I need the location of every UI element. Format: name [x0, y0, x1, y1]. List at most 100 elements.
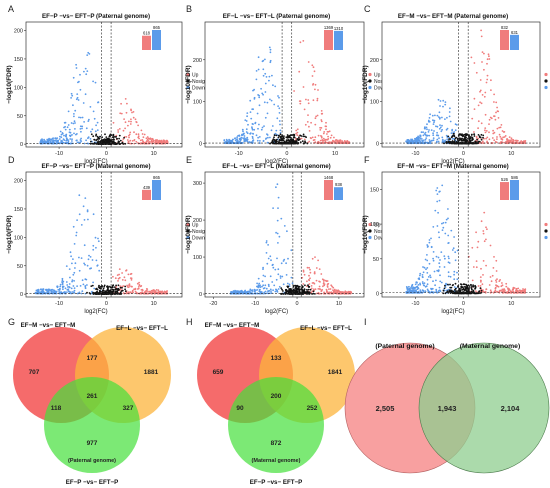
- point-up: [502, 136, 505, 139]
- point-nosig: [299, 141, 302, 144]
- point-up: [129, 142, 131, 145]
- point-up: [493, 256, 495, 258]
- point-up: [324, 279, 327, 282]
- point-up: [471, 117, 474, 120]
- point-down: [95, 246, 97, 249]
- point-down: [453, 286, 456, 288]
- point-up: [312, 99, 315, 102]
- point-nosig: [122, 143, 125, 145]
- point-nosig: [280, 287, 283, 289]
- venn-count-only-set2: 1841: [328, 369, 343, 376]
- volcano-panel-c: C EF−M −vs− EFT−M (Paternal genome) -10 0 10…: [362, 4, 548, 165]
- point-down: [275, 186, 277, 189]
- point-up: [325, 288, 328, 291]
- point-down: [68, 283, 71, 285]
- venn-count-only-set1: 659: [213, 369, 224, 376]
- point-down: [447, 288, 450, 291]
- point-down: [264, 58, 266, 61]
- point-up: [314, 136, 317, 139]
- point-nosig: [471, 285, 473, 288]
- point-down: [242, 132, 245, 135]
- point-down: [234, 137, 236, 140]
- point-nosig: [453, 141, 456, 144]
- point-down: [437, 211, 439, 214]
- y-tick-label: 50: [17, 264, 23, 270]
- point-down: [276, 291, 279, 293]
- point-down: [411, 138, 414, 141]
- point-down: [432, 132, 434, 135]
- point-down: [442, 226, 445, 229]
- point-up: [321, 139, 324, 141]
- point-up: [135, 133, 138, 136]
- point-down: [410, 285, 413, 288]
- point-up: [122, 285, 125, 287]
- point-up: [496, 138, 498, 141]
- point-down: [87, 136, 90, 139]
- point-down: [270, 259, 272, 262]
- point-nosig: [98, 289, 101, 292]
- point-up: [485, 81, 488, 84]
- point-down: [417, 287, 420, 290]
- point-up: [118, 276, 121, 279]
- point-up: [140, 129, 143, 132]
- point-up: [114, 277, 117, 280]
- point-up: [139, 139, 142, 142]
- point-up: [133, 139, 136, 141]
- point-down: [91, 259, 94, 261]
- point-down: [456, 249, 459, 252]
- point-nosig: [462, 139, 464, 142]
- inset-bar-label: 586: [511, 175, 519, 180]
- point-up: [471, 246, 474, 249]
- point-up: [124, 98, 127, 100]
- point-nosig: [283, 137, 285, 140]
- inset-bar: [324, 180, 333, 200]
- point-down: [59, 285, 62, 288]
- point-down: [436, 269, 439, 272]
- point-down: [72, 225, 75, 228]
- venn-count-paternal-only: 2,505: [376, 404, 395, 413]
- point-down: [87, 218, 89, 221]
- point-down: [433, 119, 436, 122]
- point-up: [326, 130, 329, 133]
- y-tick-label: 0: [199, 292, 202, 298]
- point-down: [265, 241, 268, 244]
- point-up: [322, 132, 325, 135]
- point-nosig: [312, 290, 315, 293]
- point-up: [300, 137, 303, 140]
- point-nosig: [303, 288, 306, 291]
- point-up: [317, 134, 320, 137]
- venn-set2-label: (Maternal genome): [460, 343, 520, 350]
- point-down: [51, 138, 54, 140]
- point-up: [126, 284, 128, 287]
- point-down: [69, 138, 72, 140]
- point-nosig: [482, 134, 485, 137]
- point-up: [480, 122, 483, 125]
- point-down: [81, 125, 84, 128]
- point-up: [315, 115, 317, 118]
- point-down: [444, 103, 447, 106]
- point-down: [429, 291, 431, 294]
- point-nosig: [103, 284, 106, 287]
- point-nosig: [302, 135, 305, 138]
- point-up: [310, 121, 312, 124]
- inset-bar: [142, 189, 151, 200]
- point-down: [430, 129, 433, 132]
- point-down: [234, 289, 236, 292]
- point-down: [440, 130, 443, 133]
- point-up: [498, 133, 501, 136]
- point-up: [479, 79, 482, 81]
- point-up: [308, 140, 311, 143]
- point-down: [451, 128, 454, 131]
- point-nosig: [477, 140, 480, 143]
- point-nosig: [306, 288, 308, 291]
- y-axis-label: −log10(FDR): [362, 65, 369, 103]
- point-down: [429, 274, 431, 277]
- point-down: [71, 94, 74, 97]
- point-up: [480, 220, 483, 223]
- point-down: [266, 101, 269, 104]
- point-up: [323, 131, 326, 133]
- point-nosig: [468, 286, 471, 288]
- point-down: [441, 138, 444, 141]
- point-nosig: [93, 138, 96, 141]
- point-up: [303, 273, 306, 276]
